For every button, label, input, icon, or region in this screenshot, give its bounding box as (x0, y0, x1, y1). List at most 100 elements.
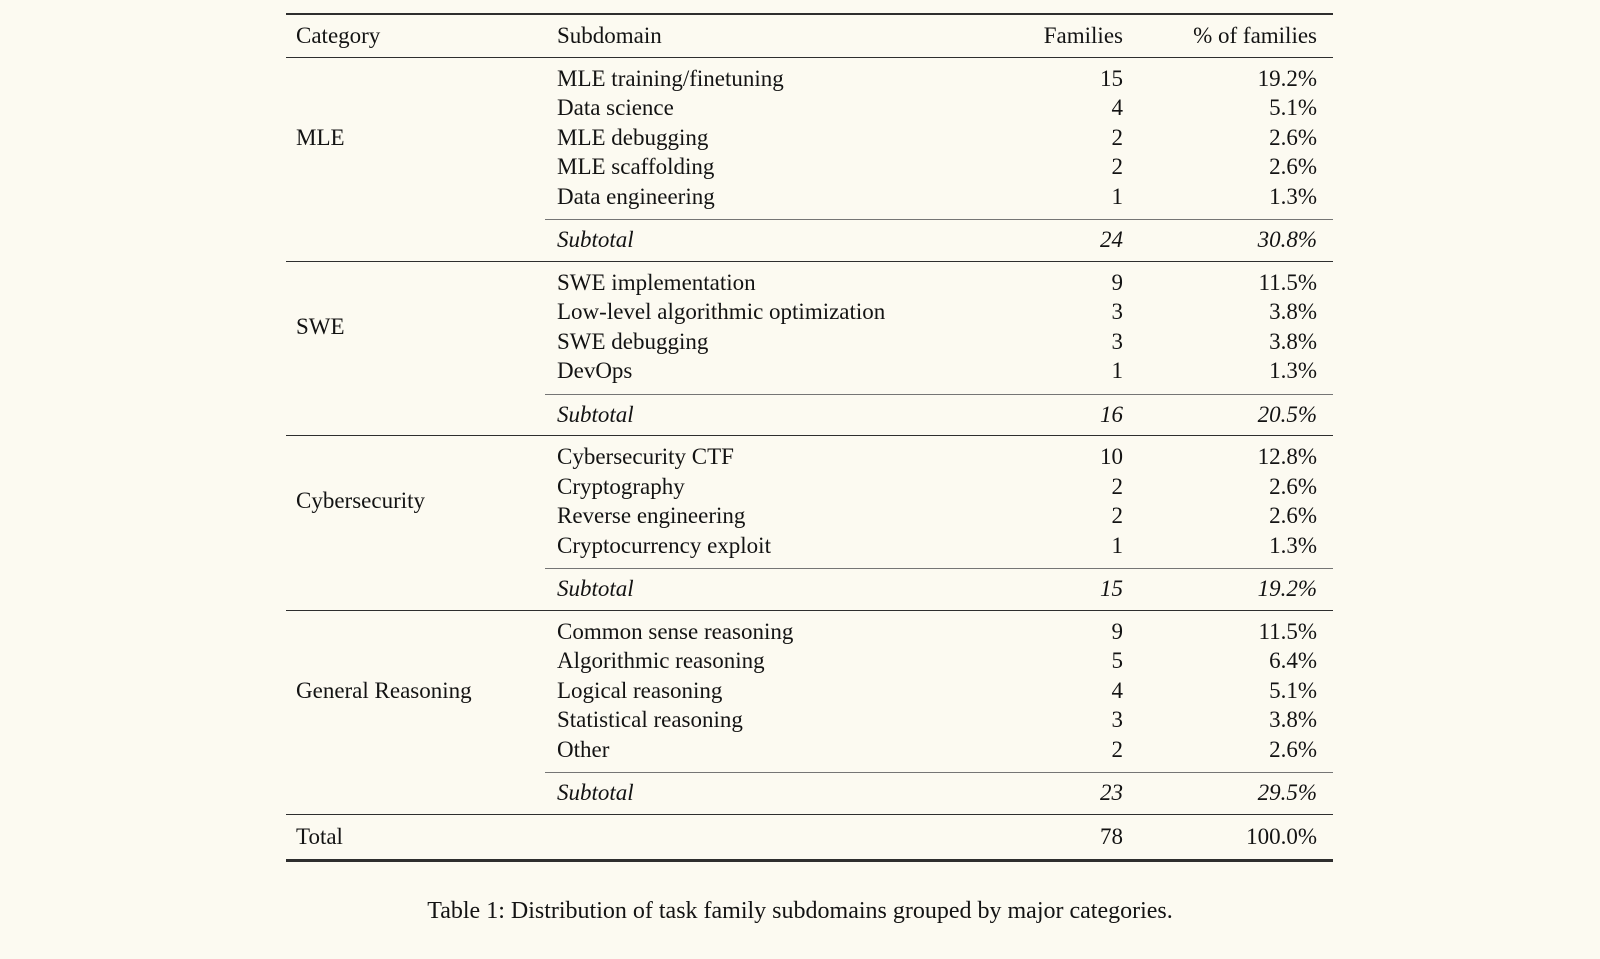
category-label: MLE (296, 124, 345, 150)
subtotal-pct: 29.5% (1257, 780, 1317, 805)
subtotal-row: Subtotal 24 30.8% (545, 219, 1333, 261)
subdomain-cell: MLE training/finetuning (557, 65, 784, 91)
subdomain-cell: Cryptocurrency exploit (557, 532, 771, 558)
pct-cell: 2.6% (1269, 124, 1317, 150)
table-row: Reverse engineering 2 2.6% (557, 501, 1317, 531)
total-pct: 100.0% (1246, 823, 1317, 849)
subdomain-cell: Data engineering (557, 183, 715, 209)
pct-cell: 3.8% (1269, 328, 1317, 354)
families-cell: 3 (1111, 707, 1124, 732)
table-row: Cryptocurrency exploit 1 1.3% (557, 531, 1317, 561)
families-cell: 15 (1100, 65, 1123, 91)
table-row: Data engineering 1 1.3% (557, 182, 1317, 212)
table-caption: Table 1: Distribution of task family sub… (427, 898, 1173, 924)
subtotal-families: 15 (1100, 576, 1123, 601)
table-row: Cybersecurity CTF 10 12.8% (557, 442, 1317, 472)
subdomain-cell: MLE scaffolding (557, 154, 715, 179)
subdomain-distribution-table: Category Subdomain Families % of familie… (286, 13, 1333, 862)
subtotal-pct: 19.2% (1257, 576, 1317, 601)
table-row: Logical reasoning 4 5.1% (557, 676, 1317, 706)
families-cell: 3 (1111, 299, 1124, 324)
pct-cell: 3.8% (1269, 299, 1317, 324)
subdomain-cell: Data science (557, 95, 674, 120)
total-row: Total 78 100.0% (286, 815, 1333, 860)
table-row: Common sense reasoning 9 11.5% (557, 617, 1317, 647)
section-mle-body: MLE MLE training/finetuning 15 19.2% Dat… (286, 58, 1333, 220)
pct-cell: 6.4% (1269, 648, 1317, 673)
families-cell: 2 (1111, 473, 1124, 499)
pct-cell: 5.1% (1269, 677, 1317, 703)
subdomain-cell: Common sense reasoning (557, 618, 794, 644)
table-row: Cryptography 2 2.6% (557, 472, 1317, 502)
subdomain-cell: SWE debugging (557, 328, 709, 354)
table-row: Low-level algorithmic optimization 3 3.8… (557, 297, 1317, 327)
pct-cell: 3.8% (1269, 707, 1317, 732)
pct-cell: 19.2% (1257, 65, 1317, 91)
subdomain-cell: SWE implementation (557, 269, 756, 295)
table-row: MLE scaffolding 2 2.6% (557, 152, 1317, 182)
table-row: Data science 4 5.1% (557, 93, 1317, 123)
category-label: SWE (296, 313, 345, 339)
subtotal-families: 24 (1100, 227, 1123, 252)
pct-cell: 2.6% (1269, 473, 1317, 499)
pct-cell: 2.6% (1269, 154, 1317, 179)
subdomain-cell: Cryptography (557, 473, 685, 499)
subtotal-label: Subtotal (557, 780, 634, 805)
pct-cell: 1.3% (1269, 358, 1317, 383)
total-families: 78 (1100, 823, 1123, 849)
subtotal-row: Subtotal 16 20.5% (545, 393, 1333, 436)
families-cell: 1 (1111, 532, 1124, 558)
subdomain-cell: MLE debugging (557, 124, 709, 150)
families-cell: 9 (1111, 618, 1124, 644)
table-row: DevOps 1 1.3% (557, 356, 1317, 386)
families-cell: 4 (1111, 677, 1124, 703)
pct-cell: 1.3% (1269, 183, 1317, 209)
subtotal-label: Subtotal (557, 227, 634, 252)
category-label: Cybersecurity (296, 488, 426, 514)
families-cell: 2 (1111, 736, 1124, 762)
section-cybersecurity: Cybersecurity Cybersecurity CTF 10 12.8%… (286, 436, 1333, 611)
subtotal-families: 16 (1100, 401, 1123, 427)
subdomain-cell: DevOps (557, 358, 633, 383)
subtotal-row: Subtotal 15 19.2% (545, 568, 1333, 610)
families-cell: 2 (1111, 503, 1124, 528)
table-header-row: Category Subdomain Families % of familie… (286, 15, 1333, 58)
subdomain-cell: Logical reasoning (557, 677, 723, 703)
families-cell: 1 (1111, 183, 1124, 209)
families-cell: 4 (1111, 95, 1124, 120)
column-header-subdomain: Subdomain (557, 23, 662, 48)
families-cell: 2 (1111, 124, 1124, 150)
column-header-families: Families (1043, 23, 1123, 48)
families-cell: 2 (1111, 154, 1124, 179)
pct-cell: 12.8% (1257, 444, 1317, 469)
section-mle: MLE MLE training/finetuning 15 19.2% Dat… (286, 58, 1333, 262)
families-cell: 9 (1111, 269, 1124, 295)
table-row: MLE training/finetuning 15 19.2% (557, 64, 1317, 94)
column-header-category: Category (296, 23, 381, 48)
total-label: Total (296, 823, 343, 849)
families-cell: 5 (1111, 648, 1124, 673)
table-row: SWE implementation 9 11.5% (557, 268, 1317, 298)
families-cell: 1 (1111, 358, 1124, 383)
subdomain-cell: Algorithmic reasoning (557, 648, 765, 673)
pct-cell: 11.5% (1258, 269, 1317, 295)
column-header-pct-of-families: % of families (1193, 23, 1317, 48)
subtotal-families: 23 (1100, 780, 1123, 805)
section-swe: SWE SWE implementation 9 11.5% Low-level… (286, 262, 1333, 436)
table-row: Other 2 2.6% (557, 735, 1317, 765)
section-general-reasoning-body: General Reasoning Common sense reasoning… (286, 611, 1333, 773)
subdomain-cell: Reverse engineering (557, 503, 746, 528)
pct-cell: 2.6% (1269, 503, 1317, 528)
subdomain-cell: Low-level algorithmic optimization (557, 299, 886, 324)
subtotal-label: Subtotal (557, 401, 634, 427)
category-label: General Reasoning (296, 677, 472, 703)
section-cybersecurity-body: Cybersecurity Cybersecurity CTF 10 12.8%… (286, 436, 1333, 568)
pct-cell: 2.6% (1269, 736, 1317, 762)
families-cell: 3 (1111, 328, 1124, 354)
section-swe-body: SWE SWE implementation 9 11.5% Low-level… (286, 262, 1333, 394)
subtotal-pct: 30.8% (1257, 227, 1317, 252)
pct-cell: 11.5% (1258, 618, 1317, 644)
subtotal-row: Subtotal 23 29.5% (545, 772, 1333, 814)
subdomain-cell: Other (557, 736, 610, 762)
table-row: MLE debugging 2 2.6% (557, 123, 1317, 153)
